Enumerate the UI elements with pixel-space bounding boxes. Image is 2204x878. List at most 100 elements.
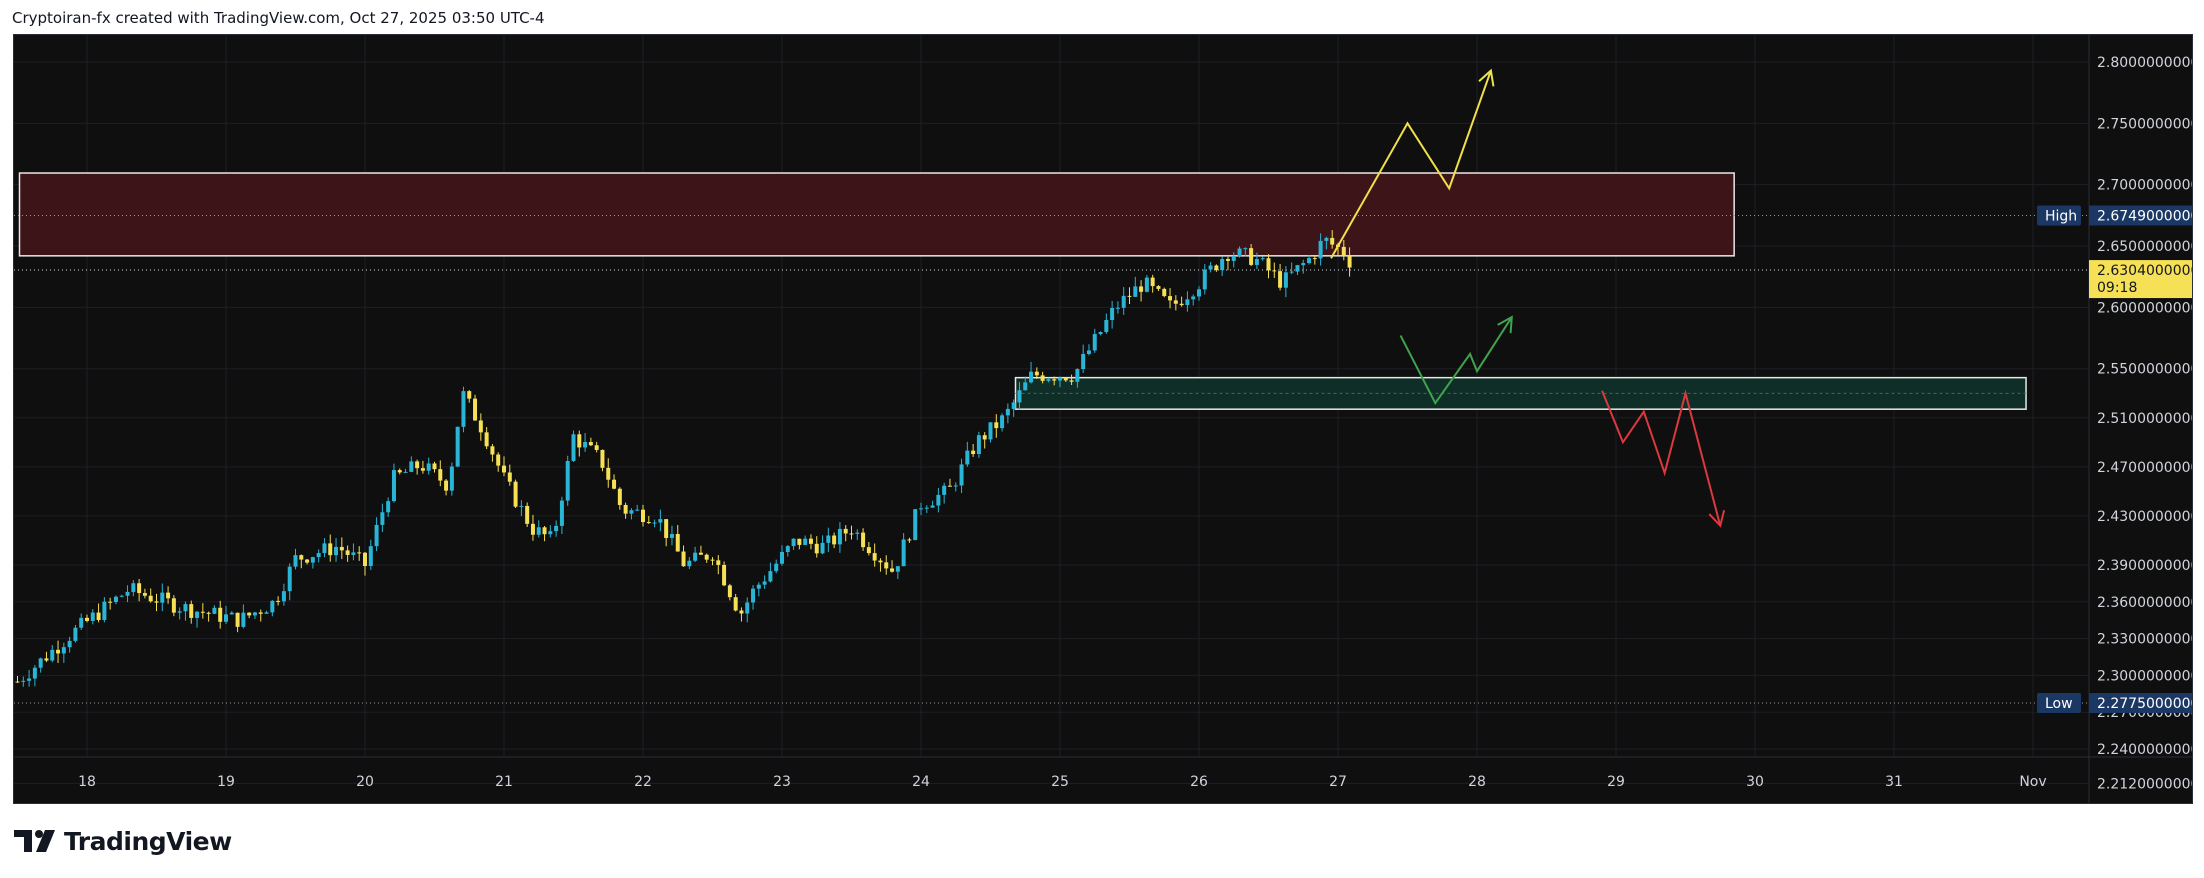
candle — [1208, 262, 1213, 273]
candle — [681, 545, 686, 567]
high-badge-label: High — [2045, 208, 2077, 224]
candle-body — [855, 532, 860, 534]
candle — [264, 610, 269, 614]
candle-body — [652, 522, 657, 524]
candle-body — [820, 542, 825, 554]
candle-body — [1150, 277, 1155, 287]
candle-body — [85, 617, 89, 621]
candle-body — [1295, 265, 1300, 272]
x-tick-label: 18 — [78, 774, 96, 790]
candle-body — [212, 607, 217, 614]
candle-body — [1254, 258, 1259, 265]
candle-body — [571, 434, 576, 461]
candle-body — [1272, 270, 1277, 272]
candle-body — [751, 588, 756, 603]
x-tick-label: 20 — [356, 774, 374, 790]
candle — [200, 603, 205, 619]
candle — [247, 612, 252, 619]
candle — [1034, 367, 1039, 380]
candle-body — [710, 559, 715, 561]
bullish-scenario-path-arrowhead — [1478, 68, 1495, 87]
candle — [1249, 244, 1254, 267]
candle — [467, 390, 472, 403]
candle-body — [1225, 259, 1230, 261]
candle — [166, 586, 171, 604]
candle-body — [264, 612, 269, 614]
candle — [1063, 376, 1068, 382]
candle-body — [50, 649, 55, 661]
candle-body — [623, 504, 628, 514]
candle — [1225, 256, 1230, 271]
candle — [351, 543, 356, 561]
candle — [1011, 399, 1016, 417]
high-badge: High 2.6749000000 — [2037, 205, 2192, 226]
price-chart[interactable]: 2.8000000000 2.7500000000 2.7000000000 2.65… — [14, 35, 2192, 803]
candle — [1243, 247, 1248, 257]
candle-body — [959, 464, 964, 486]
candle — [606, 458, 611, 488]
x-tick-label: 24 — [912, 774, 930, 790]
candle — [148, 588, 153, 603]
x-tick-label: 23 — [773, 774, 791, 790]
candle — [235, 612, 240, 633]
candle-body — [391, 470, 396, 502]
candle — [32, 664, 37, 687]
candle — [21, 676, 26, 687]
candle — [629, 508, 634, 520]
candle — [496, 452, 501, 472]
candle-body — [774, 563, 779, 572]
candle — [218, 600, 223, 629]
candle-body — [762, 581, 767, 585]
tradingview-logo[interactable]: TradingView — [14, 826, 232, 856]
candle-body — [287, 566, 292, 592]
candle-body — [797, 538, 802, 545]
axes: 2.8000000000 2.7500000000 2.7000000000 2.65… — [14, 35, 2192, 803]
candle-body — [1191, 296, 1196, 300]
candle — [797, 538, 802, 550]
y-tick-label: 2.4700000000 — [2097, 460, 2192, 476]
chart-area[interactable]: 2.8000000000 2.7500000000 2.7000000000 2.65… — [13, 34, 2193, 804]
candle — [322, 538, 327, 558]
candle-body — [455, 426, 460, 467]
candle — [1318, 233, 1323, 266]
candle — [1121, 286, 1126, 315]
candle-body — [21, 680, 26, 682]
candle-body — [936, 494, 941, 506]
candle — [206, 611, 211, 622]
candle — [299, 554, 304, 569]
candle-body — [994, 422, 999, 429]
candle-body — [125, 591, 130, 596]
candle — [357, 546, 362, 561]
candle — [85, 614, 89, 623]
candle-body — [310, 557, 315, 563]
low-badge-label-bg — [2037, 693, 2081, 714]
candle-body — [1231, 256, 1236, 261]
candle-body — [1040, 375, 1045, 381]
candle-body — [15, 681, 20, 683]
candle — [519, 500, 524, 517]
candle-body — [496, 454, 501, 466]
candle-body — [861, 532, 866, 548]
candle-body — [635, 509, 640, 511]
candle-body — [1139, 286, 1144, 292]
candle-body — [183, 604, 188, 612]
candle-body — [791, 538, 796, 547]
candle-body — [1029, 371, 1034, 383]
candle — [1110, 301, 1115, 329]
candle — [154, 593, 159, 612]
candle-body — [982, 435, 987, 440]
candle-body — [930, 505, 935, 508]
candle — [420, 460, 425, 474]
candle-body — [1063, 377, 1068, 381]
candle — [1046, 377, 1051, 383]
candle — [1307, 255, 1312, 265]
y-tick-label: 2.4300000000 — [2097, 509, 2192, 525]
candle — [142, 588, 147, 599]
candle — [1162, 287, 1167, 298]
price-badges: High 2.6749000000 Low 2.2775000000 2.6304000… — [2037, 205, 2192, 714]
candle — [1324, 236, 1329, 250]
x-tick-label: Nov — [2019, 774, 2046, 790]
candle-body — [160, 592, 165, 603]
candle — [1139, 280, 1144, 302]
candle — [1023, 376, 1028, 391]
